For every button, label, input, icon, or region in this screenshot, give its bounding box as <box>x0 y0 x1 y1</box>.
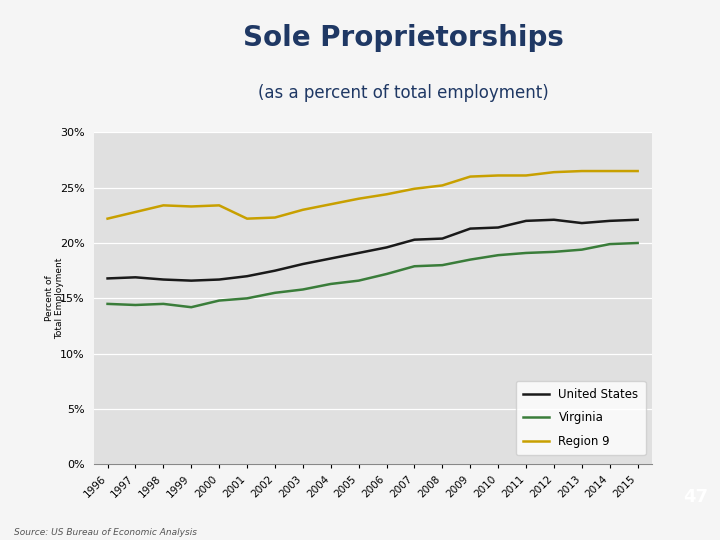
United States <box>131 274 140 281</box>
Text: Sole Proprietorships: Sole Proprietorships <box>243 24 564 52</box>
United States <box>410 237 419 243</box>
Virginia <box>299 286 307 293</box>
United States <box>215 276 223 283</box>
Region 9 <box>466 173 474 180</box>
Region 9 <box>103 215 112 222</box>
Region 9 <box>410 186 419 192</box>
Legend: United States, Virginia, Region 9: United States, Virginia, Region 9 <box>516 381 646 455</box>
United States <box>299 261 307 267</box>
Virginia <box>494 252 503 259</box>
Region 9 <box>494 172 503 179</box>
United States <box>243 273 251 280</box>
United States <box>438 235 446 242</box>
Region 9 <box>522 172 531 179</box>
United States <box>271 267 279 274</box>
United States <box>354 249 363 256</box>
Virginia <box>522 249 531 256</box>
Virginia <box>103 301 112 307</box>
Region 9 <box>243 215 251 222</box>
United States <box>577 220 586 226</box>
United States <box>187 278 196 284</box>
United States <box>103 275 112 282</box>
Virginia <box>131 302 140 308</box>
Region 9 <box>215 202 223 208</box>
Y-axis label: Percent of
Total Employment: Percent of Total Employment <box>45 258 64 339</box>
Virginia <box>243 295 251 301</box>
Virginia <box>466 256 474 263</box>
United States <box>634 217 642 223</box>
Virginia <box>410 263 419 269</box>
Line: Virginia: Virginia <box>107 243 638 307</box>
United States <box>466 225 474 232</box>
Region 9 <box>438 182 446 188</box>
Virginia <box>634 240 642 246</box>
Virginia <box>382 271 391 277</box>
Region 9 <box>131 209 140 215</box>
Virginia <box>354 278 363 284</box>
Line: United States: United States <box>107 220 638 281</box>
Virginia <box>215 298 223 304</box>
Region 9 <box>382 191 391 198</box>
United States <box>494 224 503 231</box>
Virginia <box>438 262 446 268</box>
Virginia <box>577 246 586 253</box>
Region 9 <box>187 203 196 210</box>
United States <box>159 276 168 283</box>
United States <box>382 244 391 251</box>
Region 9 <box>549 169 558 176</box>
Virginia <box>549 248 558 255</box>
Region 9 <box>159 202 168 208</box>
Text: 47: 47 <box>683 488 708 506</box>
Virginia <box>606 241 614 247</box>
Virginia <box>159 301 168 307</box>
Virginia <box>271 289 279 296</box>
United States <box>522 218 531 224</box>
Line: Region 9: Region 9 <box>107 171 638 219</box>
Virginia <box>326 281 335 287</box>
Virginia <box>187 304 196 310</box>
United States <box>549 217 558 223</box>
Region 9 <box>326 201 335 207</box>
Region 9 <box>577 168 586 174</box>
Region 9 <box>299 206 307 213</box>
United States <box>326 255 335 262</box>
Region 9 <box>606 168 614 174</box>
Text: Source: US Bureau of Economic Analysis: Source: US Bureau of Economic Analysis <box>14 528 197 537</box>
Region 9 <box>634 168 642 174</box>
Region 9 <box>271 214 279 221</box>
United States <box>606 218 614 224</box>
Text: (as a percent of total employment): (as a percent of total employment) <box>258 84 549 102</box>
Region 9 <box>354 195 363 202</box>
